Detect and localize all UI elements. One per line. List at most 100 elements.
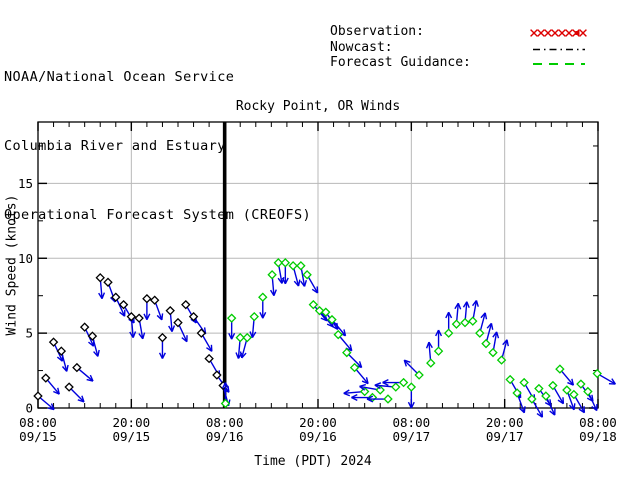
forecast-guidance-marker — [569, 389, 579, 400]
x-tick-label-date: 09/16 — [206, 429, 244, 444]
wind-vector-arrowhead — [403, 359, 408, 367]
wind-vector-arrow — [45, 377, 60, 395]
wind-vector-arrow — [552, 385, 564, 405]
wind-vector-arrowhead — [251, 331, 257, 338]
wind-vector-arrowhead — [549, 399, 552, 406]
forecast-guidance-marker — [359, 386, 370, 397]
wind-vector-arrowhead — [259, 312, 264, 319]
forecast-guidance-marker — [398, 377, 409, 388]
y-tick-label: 10 — [18, 251, 33, 266]
wind-vector-arrowhead — [81, 395, 85, 403]
wind-vector-arrowhead — [486, 322, 492, 329]
wind-vector-arrowhead — [359, 383, 366, 388]
wind-vector-arrowhead — [47, 407, 55, 411]
wind-vector-arrow — [403, 359, 420, 376]
x-tick-label-date: 09/15 — [19, 429, 57, 444]
legend-row-nowcast: Nowcast: — [330, 40, 471, 56]
forecast-guidance-marker — [505, 374, 515, 385]
forecast-guidance-marker — [562, 385, 572, 395]
forecast-guidance-marker — [314, 305, 325, 316]
wind-vector-arrowhead — [61, 366, 68, 372]
forecast-guidance-marker — [475, 328, 485, 338]
wind-vector-arrowhead — [326, 323, 334, 328]
nowcast-marker — [204, 353, 214, 364]
forecast-guidance-marker — [375, 385, 385, 395]
wind-vector-arrow — [573, 394, 585, 414]
wind-vector-arrowhead — [221, 382, 227, 389]
forecast-guidance-marker — [512, 388, 522, 398]
nowcast-marker — [196, 328, 207, 338]
wind-vector-arrowhead — [284, 277, 289, 285]
x-tick-label-date: 09/15 — [113, 429, 151, 444]
forecast-guidance-marker — [443, 328, 454, 338]
forecast-guidance-marker — [555, 364, 565, 374]
wind-vector-arrowhead — [241, 352, 247, 359]
forecast-guidance-marker — [481, 338, 491, 349]
wind-vector-arrowhead — [320, 317, 328, 322]
wind-vector-arrowhead — [359, 385, 366, 391]
y-tick-label: 5 — [25, 326, 33, 341]
wind-vector-arrowhead — [262, 312, 267, 319]
nowcast-marker — [173, 317, 183, 328]
wind-vector-arrowhead — [101, 292, 106, 299]
forecast-guidance-marker — [548, 380, 558, 391]
wind-vector-arrowhead — [466, 301, 470, 309]
x-tick-label-time: 08:00 — [393, 415, 431, 430]
wind-vector-arrowhead — [578, 408, 585, 414]
x-tick-label-time: 08:00 — [579, 415, 617, 430]
wind-vector-arrowhead — [269, 289, 275, 297]
wind-vector-arrowhead — [425, 341, 430, 349]
wind-vector-arrowhead — [249, 331, 254, 338]
forecast-guidance-marker — [496, 355, 507, 365]
forecast-guidance-marker — [220, 398, 231, 409]
wind-vector-arrowhead — [506, 339, 509, 347]
wind-vector-arrowhead — [228, 333, 233, 340]
wind-vector-arrowhead — [462, 301, 468, 308]
wind-vector-arrowhead — [435, 329, 440, 337]
nowcast-marker — [142, 293, 152, 304]
wind-vector-arrowhead — [281, 277, 286, 285]
wind-vector-arrowhead — [53, 390, 60, 395]
wind-vector-arrowhead — [343, 392, 351, 397]
wind-vector-arrowhead — [366, 398, 374, 403]
wind-vector-arrowhead — [358, 361, 363, 368]
wind-vector-arrowhead — [89, 374, 94, 382]
wind-vector-arrowhead — [88, 341, 94, 347]
wind-vector-arrowhead — [523, 406, 526, 413]
wind-vector-arrowhead — [161, 352, 166, 359]
wind-vector-arrowhead — [349, 344, 353, 351]
nowcast-marker — [157, 332, 168, 343]
forecast-guidance-marker — [583, 386, 593, 397]
x-tick-label-time: 08:00 — [19, 415, 57, 430]
nowcast-marker — [64, 382, 74, 392]
wind-vector-arrow — [319, 310, 334, 328]
nowcast-marker — [188, 311, 199, 322]
wind-vector-arrowhead — [571, 378, 575, 386]
forecast-guidance-marker — [302, 270, 312, 280]
wind-vector-arrowhead — [591, 405, 598, 412]
wind-vector-arrowhead — [93, 351, 99, 357]
wind-vector-arrowhead — [231, 333, 236, 340]
nowcast-marker — [118, 299, 129, 310]
x-tick-label-time: 20:00 — [113, 415, 151, 430]
wind-vector-arrowhead — [382, 379, 389, 384]
forecast-guidance-marker — [519, 377, 529, 388]
forecast-guidance-marker — [296, 261, 306, 271]
wind-vector-arrowhead — [361, 380, 369, 385]
legend-observation-x-marker — [565, 29, 573, 37]
wind-vector-arrow — [37, 395, 55, 411]
wind-vector-arrowhead — [239, 351, 243, 359]
forecast-guidance-marker — [235, 332, 245, 343]
nowcast-marker — [33, 391, 43, 401]
nowcast-marker — [111, 292, 121, 302]
forecast-guidance-marker — [391, 382, 401, 392]
wind-vector-arrowhead — [475, 300, 479, 307]
legend-observation-x-marker — [544, 29, 552, 37]
forecast-guidance-marker — [333, 329, 343, 340]
forecast-guidance-marker — [242, 332, 252, 343]
x-tick-label-time: 08:00 — [206, 415, 244, 430]
forecast-guidance-marker — [426, 358, 436, 368]
wind-vector-arrowhead — [457, 302, 462, 310]
